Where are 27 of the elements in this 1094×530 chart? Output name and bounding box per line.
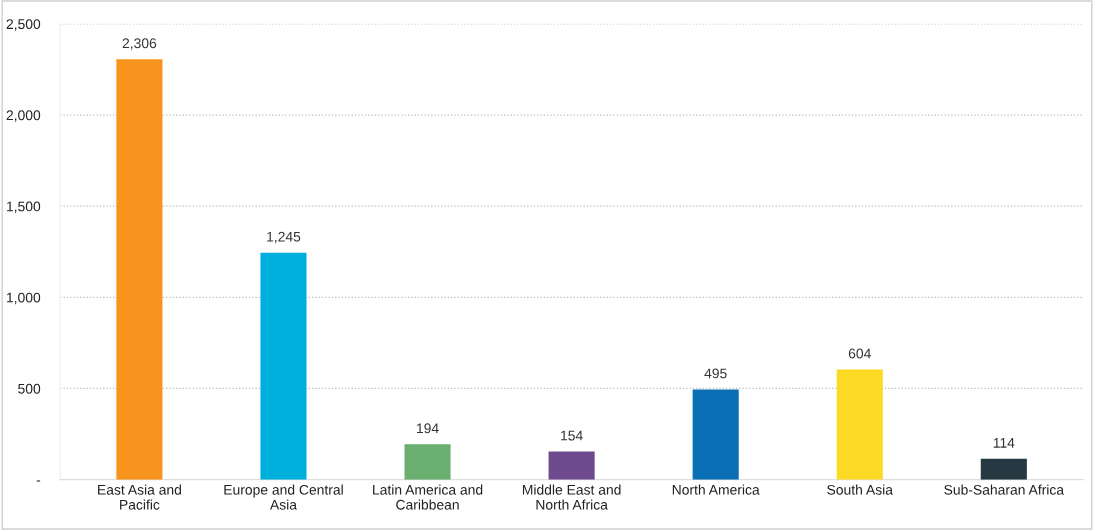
y-tick-label: 500 bbox=[18, 383, 41, 394]
data-label: 114 bbox=[993, 438, 1015, 448]
x-tick-label: Middle East and North Africa bbox=[522, 484, 621, 510]
y-tick-label: - bbox=[36, 480, 41, 482]
bar bbox=[692, 389, 739, 480]
y-tick-label: 1,500 bbox=[7, 201, 41, 213]
data-label: 1,245 bbox=[267, 231, 301, 244]
x-tick-label: South Asia bbox=[827, 484, 893, 495]
x-tick-label: North America bbox=[672, 484, 760, 495]
data-label: 154 bbox=[561, 430, 583, 441]
data-label: 194 bbox=[417, 423, 439, 434]
y-tick-label: 2,500 bbox=[6, 19, 41, 31]
data-label: 2,306 bbox=[122, 38, 157, 50]
x-tick-label: East Asia and Pacific bbox=[98, 484, 181, 510]
y-tick-label: 1,000 bbox=[7, 292, 41, 305]
bar bbox=[404, 444, 451, 480]
bar bbox=[548, 451, 595, 480]
bar bbox=[116, 59, 163, 480]
data-label: 495 bbox=[704, 368, 727, 379]
x-tick-label: Sub-Saharan Africa bbox=[944, 484, 1065, 495]
x-tick-label: Europe and Central Asia bbox=[224, 484, 343, 510]
bar bbox=[980, 458, 1027, 480]
x-tick-label: Latin America and Caribbean bbox=[373, 484, 483, 510]
y-tick-label: 2,000 bbox=[6, 110, 41, 122]
bar bbox=[836, 369, 883, 480]
data-label: 604 bbox=[848, 348, 871, 359]
bar bbox=[260, 252, 307, 480]
